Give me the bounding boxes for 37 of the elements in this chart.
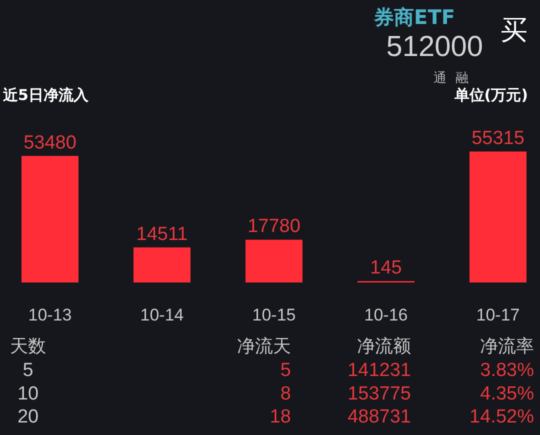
bar (246, 240, 302, 282)
text: 净流额 (357, 336, 411, 357)
x-tick-label: 10-17 (476, 306, 520, 324)
x-tick-label: 10-13 (28, 306, 72, 324)
text: 4.35% (480, 383, 534, 404)
text: 5 (280, 360, 291, 382)
text: 单位(万元) (453, 86, 528, 104)
text: 14.52% (470, 406, 534, 428)
text: 20 (17, 406, 39, 428)
data-label: 55315 (472, 128, 524, 149)
text: 18 (270, 406, 291, 428)
data-label: 14511 (136, 224, 188, 245)
data-label: 53480 (24, 132, 76, 154)
chart-title: 近5日净流入 (2, 86, 90, 104)
text: 3.83% (480, 360, 534, 382)
text: 净流率 (480, 336, 534, 357)
bar (470, 152, 526, 282)
bar (134, 247, 190, 282)
text: 488731 (348, 406, 411, 428)
text: 天数 (10, 336, 46, 357)
text: 融 (456, 71, 468, 86)
text: 512000 (386, 31, 483, 63)
text: 买 (500, 15, 528, 46)
text: 券商ETF (373, 5, 455, 29)
x-tick-label: 10-15 (252, 306, 296, 324)
text: 通 (434, 71, 446, 86)
x-tick-label: 10-14 (140, 306, 184, 324)
data-label: 17780 (248, 216, 300, 238)
x-tick-label: 10-16 (364, 306, 408, 324)
text: 141231 (348, 360, 411, 382)
text: 10 (17, 383, 39, 404)
text: 净流天 (237, 336, 291, 357)
text: 153775 (348, 383, 411, 404)
bar (22, 156, 78, 282)
text: 8 (280, 383, 291, 404)
text: 5 (22, 360, 34, 382)
data-label: 145 (370, 258, 402, 279)
